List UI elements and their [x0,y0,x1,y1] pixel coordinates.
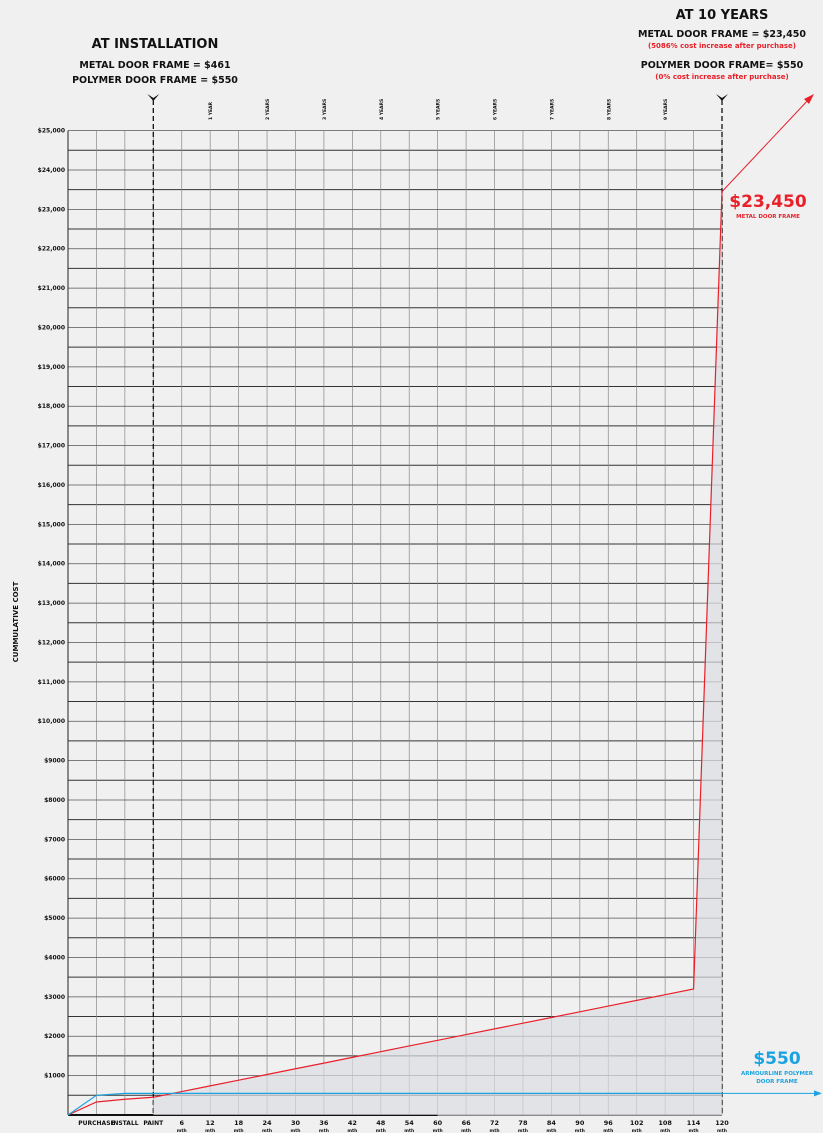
y-tick-label: $21,000 [38,285,65,292]
x-tick-label: 60 mth [433,1119,443,1133]
year-label: 2 YEARS [265,99,271,120]
marker-chevron [147,94,160,101]
x-tick-label: 30 mth [290,1119,300,1133]
arrow-head [814,1090,822,1097]
x-tick-label: 12 mth [205,1119,215,1133]
annotation-note: (0% cost increase after purchase) [655,73,788,81]
year-label: 6 YEARS [493,99,499,120]
x-tick-label: 18 mth [234,1119,244,1133]
x-tick-label: 78 mth [518,1119,528,1133]
year-label: 1 YEAR [208,101,214,120]
y-tick-label: $18,000 [38,403,65,410]
end-caption: DOOR FRAME [756,1079,798,1085]
y-tick-label: $25,000 [38,128,65,135]
y-tick-label: $22,000 [38,246,65,253]
annotation: POLYMER DOOR FRAME = $550 [72,75,238,86]
x-tick-label: 102 mth [630,1119,644,1133]
y-tick-label: $5000 [44,915,65,922]
year-label: 3 YEARS [322,99,328,120]
annotation: METAL DOOR FRAME = $461 [79,60,230,71]
x-tick-label: 24 mth [262,1119,272,1133]
y-tick-label: $6000 [44,876,65,883]
x-tick-label: 72 mth [490,1119,500,1133]
year-label: 9 YEARS [663,99,669,120]
y-tick-label: $4000 [44,954,65,961]
arrow-line [721,97,811,192]
annotation: POLYMER DOOR FRAME= $550 [641,60,804,71]
y-axis-label: CUMMULATIVE COST [12,581,20,662]
x-tick-label: 6 mth [177,1119,187,1133]
end-caption: ARMOURLINE POLYMER [741,1071,814,1077]
x-tick-label: PAINT [143,1120,164,1127]
x-tick-label: 84 mth [546,1119,556,1133]
x-tick-label: 90 mth [575,1119,585,1133]
marker-chevron [716,94,729,101]
area [153,191,723,1115]
year-label: 4 YEARS [379,99,385,120]
end-value-label: $550 [753,1049,800,1069]
series-line [67,191,723,1116]
year-label: 7 YEARS [549,99,555,120]
annotation-title: AT INSTALLATION [92,37,219,52]
y-tick-label: $24,000 [38,167,65,174]
x-tick-label: 96 mth [603,1119,613,1133]
end-caption: METAL DOOR FRAME [736,214,800,220]
x-tick-label: PURCHASE [78,1120,114,1127]
y-tick-label: $7000 [44,836,65,843]
x-tick-label: 108 mth [658,1119,672,1133]
y-tick-label: $12,000 [38,639,65,646]
annotation: METAL DOOR FRAME = $23,450 [638,29,806,40]
y-tick-label: $17,000 [38,443,65,450]
y-tick-label: $14,000 [38,561,65,568]
x-tick-label: 36 mth [319,1119,329,1133]
annotations: AT INSTALLATION METAL DOOR FRAME = $461 … [12,8,806,662]
x-tick-label: 48 mth [376,1119,386,1133]
y-tick-label: $19,000 [38,364,65,371]
y-tick-label: $2000 [44,1033,65,1040]
y-tick-label: $3000 [44,994,65,1001]
y-tick-label: $10,000 [38,718,65,725]
year-label: 5 YEARS [436,99,442,120]
y-tick-label: $8000 [44,797,65,804]
y-tick-label: $13,000 [38,600,65,607]
y-tick-label: $9000 [44,758,65,765]
y-tick-label: $16,000 [38,482,65,489]
x-tick-label: 54 mth [404,1119,414,1133]
y-tick-label: $1000 [44,1073,65,1080]
end-value-label: $23,450 [729,192,807,212]
x-tick-label: 66 mth [461,1119,471,1133]
x-tick-label: INSTALL [111,1120,139,1127]
annotation-title: AT 10 YEARS [676,8,769,23]
x-tick-label: 120 mth [715,1119,729,1133]
series-line [67,1092,723,1116]
year-label: 8 YEARS [606,99,612,120]
y-tick-label: $15,000 [38,521,65,528]
annotation-note: (5086% cost increase after purchase) [648,42,796,50]
arrow-head [804,94,814,104]
y-tick-label: $11,000 [38,679,65,686]
y-tick-label: $20,000 [38,324,65,331]
x-tick-label: 42 mth [347,1119,357,1133]
x-tick-label: 114 mth [687,1119,701,1133]
y-tick-label: $23,000 [38,206,65,213]
